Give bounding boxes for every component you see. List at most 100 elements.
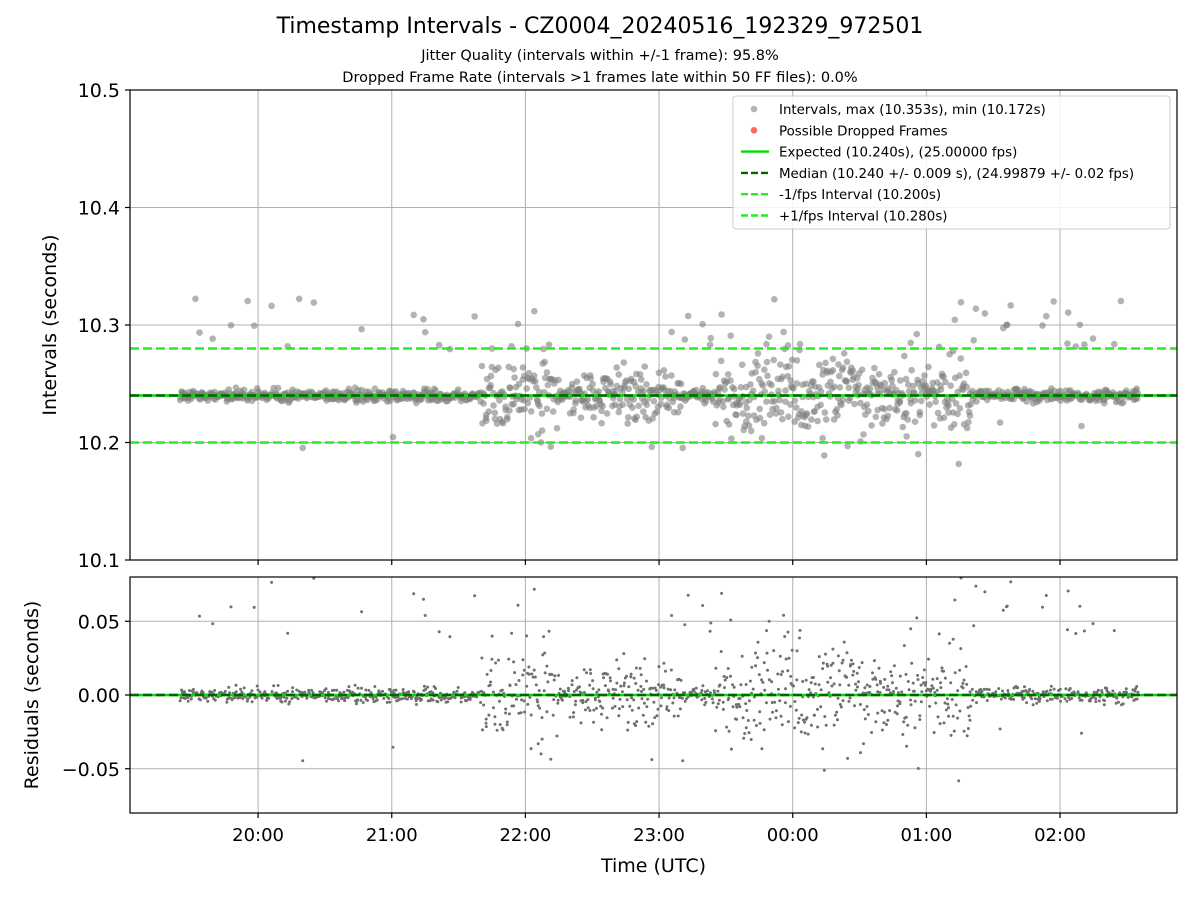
residual-point [863,686,867,690]
residual-point [703,690,707,694]
interval-point [665,404,673,412]
interval-point [620,359,628,366]
residual-point [635,720,639,724]
interval-point [779,415,786,423]
interval-point [884,412,892,420]
residual-point [575,688,579,692]
residual-point [880,728,884,732]
residual-point [240,690,244,694]
residual-point [553,674,557,678]
residual-point [480,656,484,660]
interval-point [922,382,930,389]
residual-point [718,683,722,687]
residual-point [787,656,791,660]
residual-point [831,661,835,665]
residual-point [704,700,708,704]
residual-point [581,698,585,702]
interval-point [648,443,656,451]
residual-point [342,690,346,694]
interval-point [730,385,738,393]
residual-point [919,700,923,704]
interval-point [490,402,497,409]
residual-point [353,683,357,687]
interval-point [954,410,961,418]
y-tick-label: −0.05 [62,759,120,781]
interval-point [525,369,533,377]
residual-point [627,685,631,689]
interval-point [829,355,837,363]
residual-point [767,619,771,623]
residual-point [745,709,749,712]
interval-point [720,403,727,411]
residual-point [367,688,371,692]
residual-point [717,698,721,702]
residual-point [453,696,457,700]
residual-point [921,676,925,679]
residual-point [720,591,724,595]
interval-point [787,401,794,408]
residual-point [930,684,934,688]
interval-point [733,411,740,419]
residual-point [1049,684,1053,688]
residual-point [942,669,946,673]
residual-point [1064,687,1068,691]
residual-point [700,698,704,702]
residual-point [436,700,440,704]
y-tick-label: 10.2 [78,433,120,455]
residual-point [455,689,459,693]
residual-point [621,705,625,709]
residual-point [578,685,581,689]
x-tick-label: 20:00 [232,825,284,846]
residual-point [191,688,195,691]
interval-point [643,401,651,409]
residual-point [482,703,486,707]
interval-point [612,388,619,395]
residual-point [1068,687,1072,690]
residual-point [919,683,923,687]
residual-point [826,680,830,684]
residual-point [1024,689,1028,693]
residual-point [764,701,768,705]
interval-point [527,408,535,415]
residual-point [508,684,512,688]
residual-point [931,686,935,690]
interval-point [538,427,546,434]
residual-point [817,655,821,659]
residual-point [239,687,243,691]
residual-point [767,678,771,682]
legend: Intervals, max (10.353s), min (10.172s) P… [732,95,1171,230]
interval-point [764,372,771,380]
residual-point [507,657,511,661]
residual-point [747,699,751,703]
residual-point [773,700,777,704]
x-tick-label: 22:00 [499,825,551,846]
interval-point [817,388,825,395]
residual-point [556,701,560,705]
residual-point [494,661,498,665]
residual-point [710,697,714,701]
residual-point [263,690,267,694]
interval-point [790,385,797,392]
residual-point [640,697,644,701]
residual-point [295,688,299,692]
residual-point [1124,687,1128,691]
residual-point [354,702,358,706]
residual-point [936,715,940,719]
residual-point [974,690,978,694]
residual-point [970,687,974,691]
residual-point [642,687,646,691]
residual-point [851,673,855,677]
residual-point [1006,689,1010,692]
residual-point [754,724,758,727]
residual-point [952,729,956,733]
residual-point [660,696,663,700]
interval-point [822,416,830,423]
residual-point [662,686,666,690]
intervals-plot: 10.1 10.2 10.3 10.4 10.5 Intervals (seconds)… [39,80,1178,572]
interval-point [761,388,768,395]
residual-point [836,654,840,658]
residual-point [778,699,782,703]
residual-point [700,689,704,692]
residual-point [962,678,966,682]
residual-point [907,688,911,692]
